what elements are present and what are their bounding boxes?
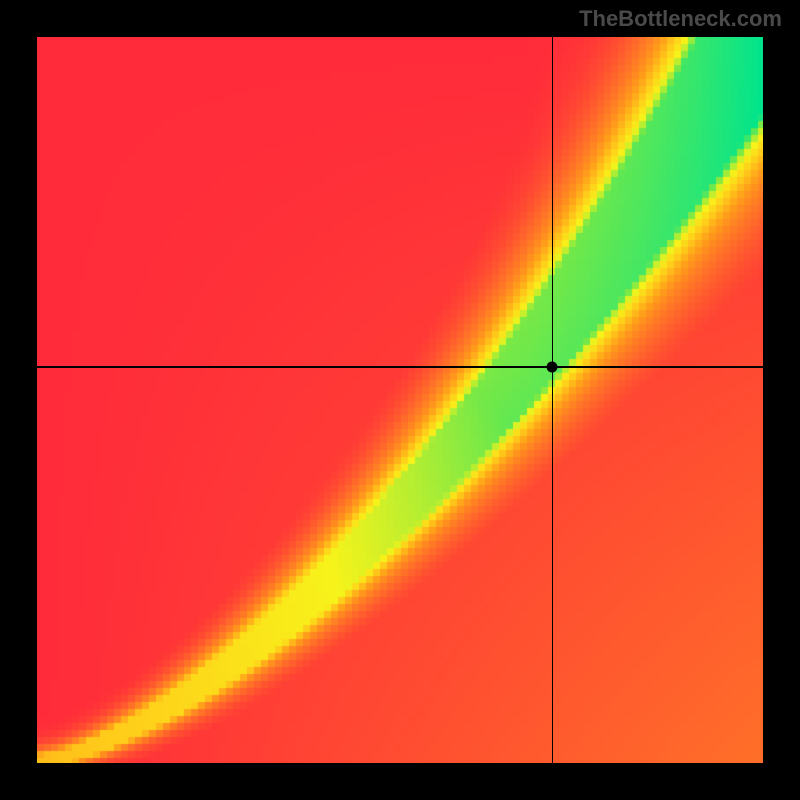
- crosshair-vertical-line: [552, 37, 554, 763]
- heatmap-plot: [37, 37, 763, 763]
- crosshair-marker-dot: [547, 362, 558, 373]
- heatmap-canvas: [37, 37, 763, 763]
- watermark-text: TheBottleneck.com: [579, 6, 782, 32]
- crosshair-horizontal-line: [37, 366, 763, 368]
